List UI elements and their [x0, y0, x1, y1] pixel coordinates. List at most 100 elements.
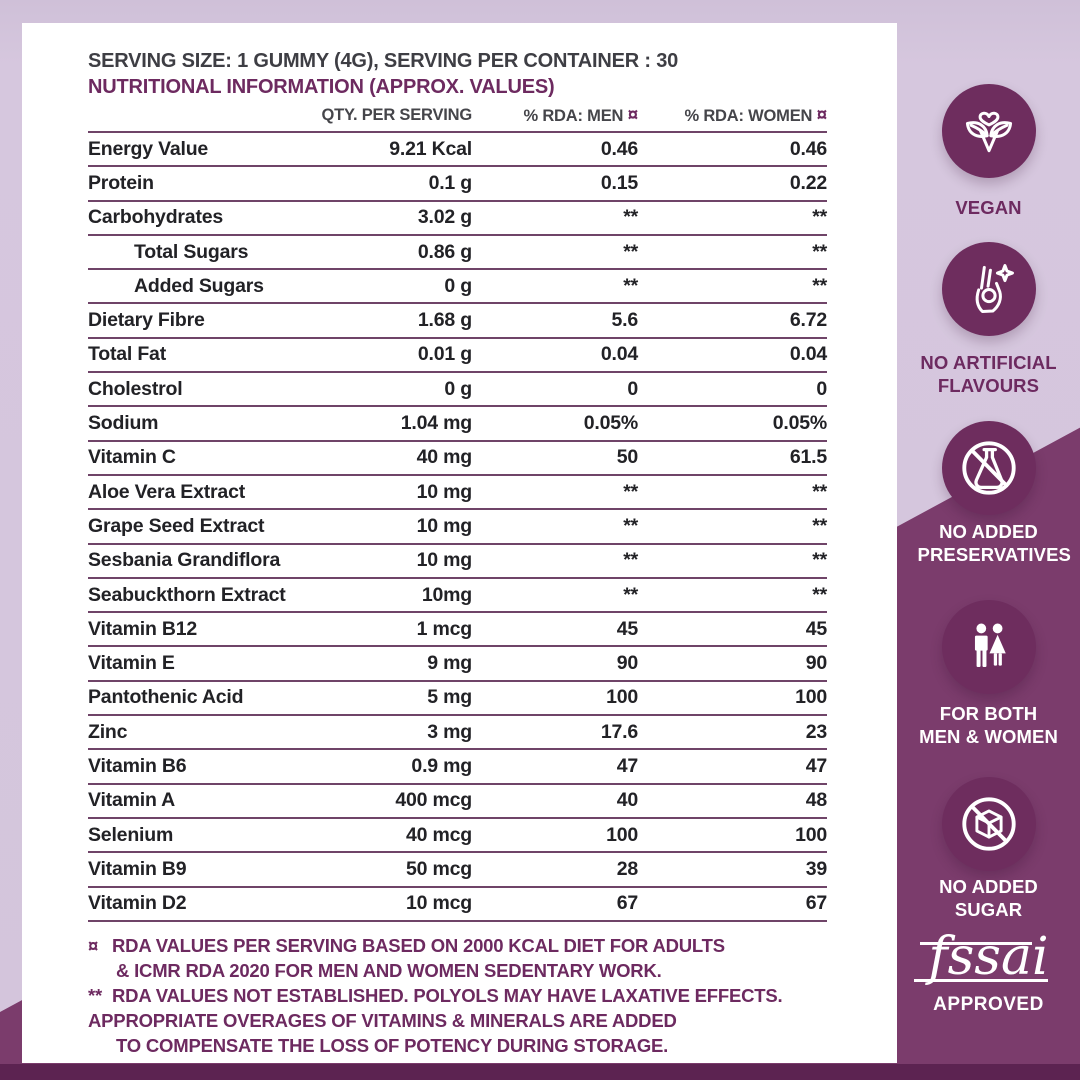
cell-name: Cholestrol [88, 377, 183, 400]
cell-qty: 0.9 mg [411, 754, 472, 777]
no-added-preservatives-label: NO ADDED PRESERVATIVES [917, 521, 1071, 565]
footnote-line: & ICMR RDA 2020 FOR MEN AND WOMEN SEDENT… [116, 959, 662, 981]
cell-qty: 10 mg [416, 549, 473, 572]
cell-men: 100 [606, 823, 638, 846]
cell-men: 28 [616, 857, 638, 880]
cell-qty: 10 mg [416, 480, 473, 503]
nutrition-row: Vitamin B6 0.9 mg 47 47 [88, 750, 827, 785]
cell-qty: 10mg [421, 583, 472, 606]
cell-men: 17.6 [600, 720, 638, 743]
nutrition-row: Zinc 3 mg 17.6 23 [88, 716, 827, 751]
cell-qty: 1.04 mg [400, 412, 472, 435]
nutrition-row: Seabuckthorn Extract 10mg ** ** [88, 579, 827, 614]
nutrition-row: Vitamin B12 1 mcg 45 45 [88, 613, 827, 648]
cell-name: Total Fat [88, 343, 166, 366]
cell-name: Vitamin D2 [88, 892, 187, 915]
footnote-marker: ¤ [88, 934, 99, 956]
cell-men: 0.46 [600, 137, 638, 160]
cell-women: 0 [816, 377, 827, 400]
cell-women: 39 [805, 857, 827, 880]
nutrition-row: Total Fat 0.01 g 0.04 0.04 [88, 339, 827, 374]
vegan-icon [965, 111, 1012, 153]
vegan-label: VEGAN [955, 197, 1022, 218]
fssai-logo: fssai [914, 928, 1054, 986]
cell-name: Total Sugars [134, 240, 249, 263]
cell-name: Aloe Vera Extract [88, 480, 246, 503]
cell-men: 5.6 [611, 309, 638, 332]
cell-men: ** [623, 240, 638, 263]
cell-men: 90 [616, 652, 638, 675]
rda-women-header-label: % RDA: WOMEN [684, 106, 813, 125]
nutritional-information-title: NUTRITIONAL INFORMATION (APPROX. VALUES) [88, 76, 555, 98]
cell-women: ** [812, 480, 827, 503]
column-header-rda-men: % RDA: MEN ¤ [472, 105, 638, 127]
cell-women: ** [812, 583, 827, 606]
no-added-sugar-label: NO ADDED SUGAR [939, 876, 1038, 920]
no-sugar-icon [961, 797, 1016, 851]
cell-women: 61.5 [789, 446, 827, 469]
cell-qty: 400 mcg [395, 789, 472, 812]
fssai-logo-topline [920, 942, 1033, 945]
cell-women: 0.05% [772, 412, 827, 435]
nutrition-row: Vitamin E 9 mg 90 90 [88, 647, 827, 682]
cell-name: Sesbania Grandiflora [88, 549, 281, 572]
cell-men: 40 [616, 789, 638, 812]
cell-name: Vitamin B12 [88, 617, 198, 640]
nutrition-row: Aloe Vera Extract 10 mg ** ** [88, 476, 827, 511]
cell-qty: 0.1 g [428, 171, 473, 194]
nutrition-row: Pantothenic Acid 5 mg 100 100 [88, 682, 827, 717]
cell-men: 0.15 [600, 171, 638, 194]
cell-men: ** [623, 549, 638, 572]
footnote-line: TO COMPENSATE THE LOSS OF POTENCY DURING… [116, 1034, 669, 1056]
cell-qty: 0 g [444, 274, 472, 297]
nutrition-row: Carbohydrates 3.02 g ** ** [88, 202, 827, 236]
cell-men: 0.05% [583, 412, 638, 435]
men-women-icon [974, 623, 1006, 667]
badge-sidebar: VEGAN NO ARTIFICIAL FLAVOURS NO ADDED PR… [897, 0, 1080, 1080]
cell-name: Pantothenic Acid [88, 686, 244, 709]
cell-name: Energy Value [88, 137, 209, 160]
table-column-headers: QTY. PER SERVING % RDA: MEN ¤ % RDA: WOM… [88, 100, 827, 131]
cell-qty: 0 g [444, 377, 472, 400]
cell-men: 45 [616, 617, 638, 640]
cell-qty: 3 mg [427, 720, 472, 743]
cell-qty: 0.01 g [417, 343, 472, 366]
nutrition-row: Sesbania Grandiflora 10 mg ** ** [88, 545, 827, 579]
cell-women: 67 [805, 892, 827, 915]
cell-name: Vitamin B9 [88, 857, 187, 880]
no-artificial-flavours-badge [941, 242, 1036, 336]
footnote-line: APPROPRIATE OVERAGES OF VITAMINS & MINER… [88, 1009, 677, 1031]
nutrition-row: Total Sugars 0.86 g ** ** [88, 236, 827, 271]
qty-header-label: QTY. PER SERVING [321, 106, 472, 124]
nutrition-row: Added Sugars 0 g ** ** [88, 270, 827, 305]
cell-women: ** [812, 549, 827, 572]
cell-qty: 1.68 g [417, 309, 472, 332]
nutrition-row: Vitamin B9 50 mcg 28 39 [88, 853, 827, 888]
cell-women: ** [812, 274, 827, 297]
cell-qty: 9.21 Kcal [389, 137, 472, 160]
cell-name: Protein [88, 171, 154, 194]
cell-men: 0 [627, 377, 638, 400]
nutrition-row: Vitamin A 400 mcg 40 48 [88, 785, 827, 819]
cell-name: Vitamin A [88, 789, 176, 812]
cell-women: 6.72 [789, 309, 827, 332]
cell-women: 0.22 [789, 171, 827, 194]
serving-size-line: SERVING SIZE: 1 GUMMY (4G), SERVING PER … [88, 50, 679, 72]
cell-women: ** [812, 240, 827, 263]
cell-women: ** [812, 206, 827, 229]
no-added-sugar-badge [941, 777, 1036, 871]
cell-men: ** [623, 206, 638, 229]
footnote-marker: ** [88, 984, 102, 1006]
cell-women: 48 [805, 789, 827, 812]
column-header-rda-women: % RDA: WOMEN ¤ [638, 105, 827, 127]
nutrition-row: Dietary Fibre 1.68 g 5.6 6.72 [88, 304, 827, 339]
cell-men: 100 [606, 686, 638, 709]
cell-name: Vitamin B6 [88, 754, 187, 777]
nutrition-panel: SERVING SIZE: 1 GUMMY (4G), SERVING PER … [22, 23, 897, 1063]
cell-qty: 0.86 g [417, 240, 472, 263]
cell-men: 67 [616, 892, 638, 915]
footnote-line: ** RDA VALUES NOT ESTABLISHED. POLYOLS M… [88, 984, 783, 1006]
rda-marker-icon: ¤ [816, 104, 828, 126]
rda-marker-icon: ¤ [627, 104, 639, 126]
cell-name: Vitamin C [88, 446, 176, 469]
